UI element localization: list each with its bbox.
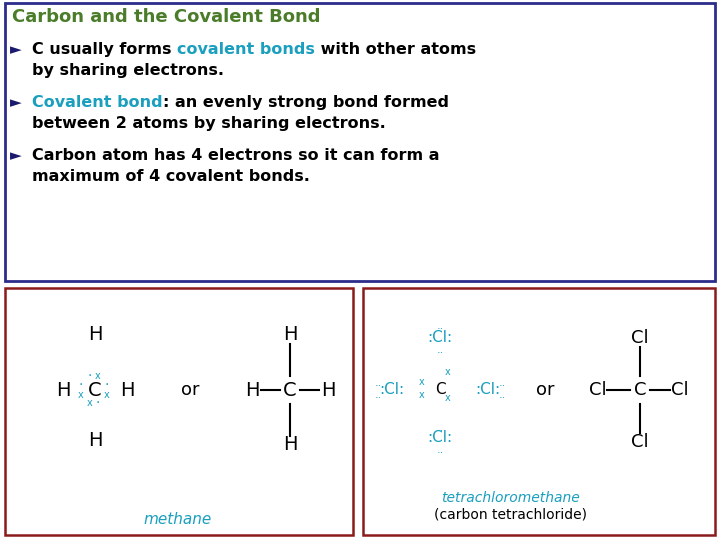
Text: Carbon atom has 4 electrons so it can form a: Carbon atom has 4 electrons so it can fo… bbox=[32, 148, 439, 163]
Text: C: C bbox=[435, 382, 445, 397]
Text: (carbon tetrachloride): (carbon tetrachloride) bbox=[433, 508, 587, 522]
Text: Cl: Cl bbox=[589, 381, 607, 399]
Text: x: x bbox=[445, 393, 451, 403]
Text: x: x bbox=[445, 367, 451, 377]
Text: :Cl:: :Cl: bbox=[428, 430, 453, 445]
Text: or: or bbox=[181, 381, 199, 399]
FancyBboxPatch shape bbox=[363, 288, 715, 535]
Text: ..: .. bbox=[436, 321, 444, 331]
Text: by sharing electrons.: by sharing electrons. bbox=[32, 63, 224, 78]
Text: H: H bbox=[320, 381, 336, 400]
Text: C: C bbox=[283, 381, 297, 400]
Text: : an evenly strong bond formed: : an evenly strong bond formed bbox=[163, 95, 449, 110]
Text: x: x bbox=[78, 390, 84, 400]
Text: :Cl:: :Cl: bbox=[475, 382, 500, 397]
Text: methane: methane bbox=[144, 512, 212, 528]
Text: ·: · bbox=[78, 378, 84, 392]
Text: :Cl:: :Cl: bbox=[379, 382, 405, 397]
Text: ·: · bbox=[96, 396, 100, 410]
Text: ►: ► bbox=[10, 148, 22, 163]
Text: x: x bbox=[419, 390, 425, 400]
Text: H: H bbox=[88, 326, 102, 345]
Text: H: H bbox=[245, 381, 259, 400]
Text: Cl: Cl bbox=[671, 381, 689, 399]
Text: ..: .. bbox=[498, 390, 505, 400]
Text: ..: .. bbox=[374, 378, 382, 388]
Text: ►: ► bbox=[10, 95, 22, 110]
Text: C usually forms: C usually forms bbox=[32, 42, 177, 57]
Text: :Cl:: :Cl: bbox=[428, 330, 453, 346]
Text: ·: · bbox=[88, 369, 92, 383]
Text: between 2 atoms by sharing electrons.: between 2 atoms by sharing electrons. bbox=[32, 116, 386, 131]
Text: ·: · bbox=[105, 378, 109, 392]
Text: ..: .. bbox=[498, 378, 505, 388]
Text: ►: ► bbox=[10, 42, 22, 57]
Text: Covalent bond: Covalent bond bbox=[32, 95, 163, 110]
Text: H: H bbox=[283, 435, 297, 455]
Text: Cl: Cl bbox=[631, 433, 649, 451]
Text: H: H bbox=[283, 326, 297, 345]
Text: covalent bonds: covalent bonds bbox=[177, 42, 315, 57]
Text: with other atoms: with other atoms bbox=[315, 42, 476, 57]
Text: Cl: Cl bbox=[631, 329, 649, 347]
Text: or: or bbox=[536, 381, 554, 399]
FancyBboxPatch shape bbox=[5, 3, 715, 281]
Text: ..: .. bbox=[436, 423, 444, 433]
Text: ..: .. bbox=[436, 445, 444, 455]
Text: x: x bbox=[419, 377, 425, 387]
Text: Carbon and the Covalent Bond: Carbon and the Covalent Bond bbox=[12, 8, 320, 26]
Text: H: H bbox=[120, 381, 134, 400]
Text: C: C bbox=[634, 381, 647, 399]
Text: tetrachloromethane: tetrachloromethane bbox=[441, 491, 580, 505]
Text: ..: .. bbox=[374, 390, 382, 400]
Text: maximum of 4 covalent bonds.: maximum of 4 covalent bonds. bbox=[32, 169, 310, 184]
Text: C: C bbox=[88, 381, 102, 400]
Text: x: x bbox=[95, 371, 101, 381]
Text: H: H bbox=[55, 381, 71, 400]
Text: H: H bbox=[88, 430, 102, 449]
Text: ..: .. bbox=[436, 345, 444, 355]
FancyBboxPatch shape bbox=[5, 288, 353, 535]
Text: x: x bbox=[104, 390, 110, 400]
Text: x: x bbox=[87, 398, 93, 408]
